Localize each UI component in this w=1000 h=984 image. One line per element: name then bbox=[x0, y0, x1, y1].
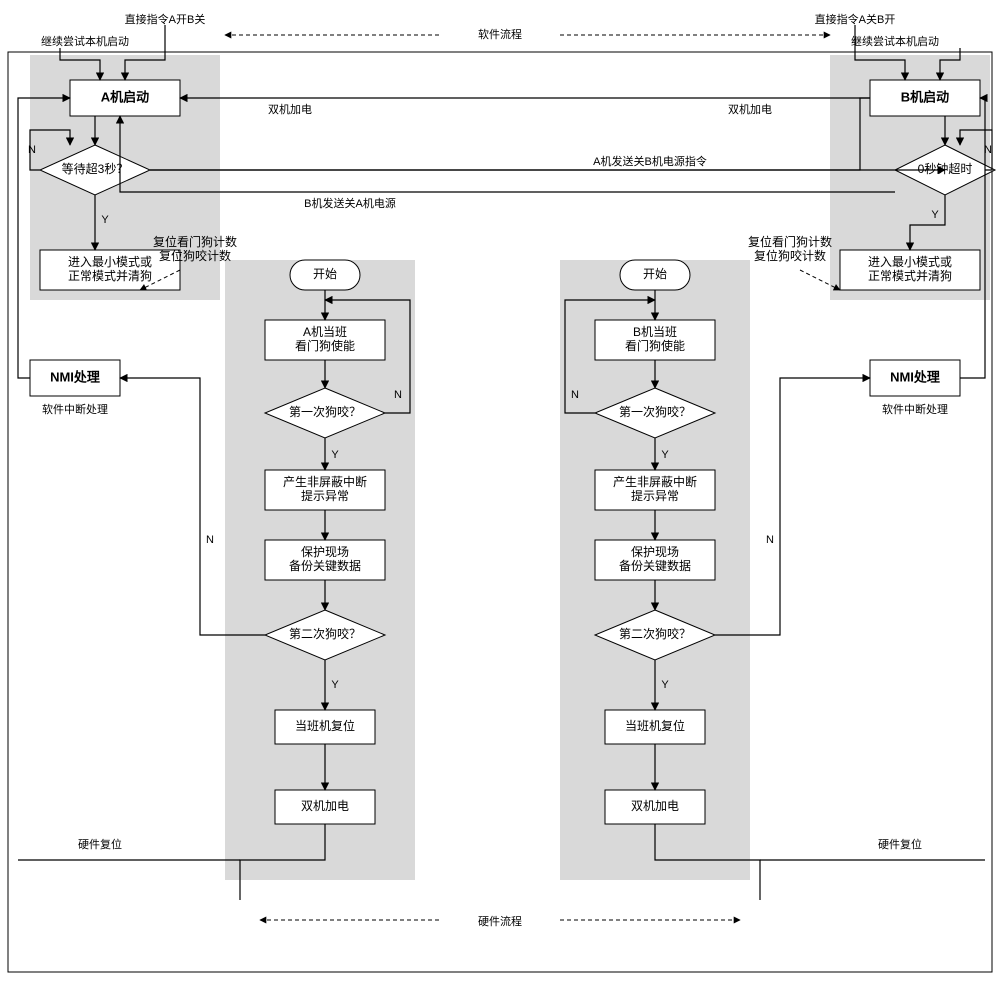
free-text: N bbox=[766, 534, 774, 546]
free-text: 继续尝试本机启动 bbox=[41, 34, 129, 48]
text: 复位狗咬计数 bbox=[754, 248, 826, 263]
text: 复位狗咬计数 bbox=[159, 248, 231, 263]
text: 双机加电 bbox=[631, 799, 679, 813]
text: NMI处理 bbox=[50, 369, 100, 384]
free-text: Y bbox=[331, 449, 339, 461]
free-text: 继续尝试本机启动 bbox=[851, 34, 939, 48]
text: B机启动 bbox=[901, 89, 949, 104]
free-text: 硬件复位 bbox=[878, 837, 922, 851]
free-text: N bbox=[394, 389, 402, 401]
free-text: 直接指令A开B关 bbox=[125, 12, 206, 26]
free-text: N bbox=[28, 144, 36, 156]
text: 第一次狗咬？ bbox=[289, 404, 361, 419]
text: 双机加电 bbox=[301, 799, 349, 813]
free-text: N bbox=[571, 389, 579, 401]
free-text: 直接指令A关B开 bbox=[815, 12, 896, 26]
free-text: Y bbox=[661, 449, 669, 461]
text: 看门狗使能 bbox=[295, 338, 355, 353]
text: 看门狗使能 bbox=[625, 338, 685, 353]
free-text: 双机加电 bbox=[728, 102, 772, 116]
text: 产生非屏蔽中断 bbox=[613, 474, 697, 489]
text: 进入最小模式或 bbox=[868, 255, 952, 269]
free-text: 软件中断处理 bbox=[882, 402, 948, 416]
text: 第二次狗咬？ bbox=[619, 626, 691, 641]
free-text: Y bbox=[931, 209, 939, 221]
text: 开始 bbox=[643, 267, 667, 281]
text: 开始 bbox=[313, 267, 337, 281]
text: 进入最小模式或 bbox=[68, 255, 152, 269]
text: 复位看门狗计数 bbox=[153, 234, 237, 249]
text: B机当班 bbox=[633, 325, 677, 339]
text: 提示异常 bbox=[631, 488, 679, 503]
text: 保护现场 bbox=[301, 545, 349, 559]
text: 复位看门狗计数 bbox=[748, 234, 832, 249]
free-text: B机发送关A机电源 bbox=[304, 196, 396, 210]
text: 提示异常 bbox=[301, 488, 349, 503]
text: 备份关键数据 bbox=[289, 558, 361, 573]
free-text: 双机加电 bbox=[268, 102, 312, 116]
free-text: 硬件复位 bbox=[78, 837, 122, 851]
text: A机启动 bbox=[101, 89, 149, 104]
text: 第一次狗咬？ bbox=[619, 404, 691, 419]
free-text: Y bbox=[661, 679, 669, 691]
free-text: Y bbox=[331, 679, 339, 691]
free-text: 软件流程 bbox=[478, 27, 522, 41]
text: 当班机复位 bbox=[625, 718, 685, 733]
text: 正常模式并清狗 bbox=[868, 269, 952, 283]
text: 正常模式并清狗 bbox=[68, 269, 152, 283]
text: 等待超3秒？ bbox=[62, 161, 129, 176]
free-text: 硬件流程 bbox=[478, 914, 522, 928]
text: NMI处理 bbox=[890, 369, 940, 384]
text: 产生非屏蔽中断 bbox=[283, 474, 367, 489]
free-text: A机发送关B机电源指令 bbox=[593, 154, 707, 168]
text: 备份关键数据 bbox=[619, 558, 691, 573]
free-text: Y bbox=[101, 214, 109, 226]
text: 当班机复位 bbox=[295, 718, 355, 733]
text: 第二次狗咬？ bbox=[289, 626, 361, 641]
free-text: N bbox=[206, 534, 214, 546]
edge bbox=[120, 116, 895, 192]
text: 0秒钟超时 bbox=[918, 161, 973, 176]
free-text: 软件中断处理 bbox=[42, 402, 108, 416]
text: 保护现场 bbox=[631, 545, 679, 559]
text: A机当班 bbox=[303, 325, 347, 339]
